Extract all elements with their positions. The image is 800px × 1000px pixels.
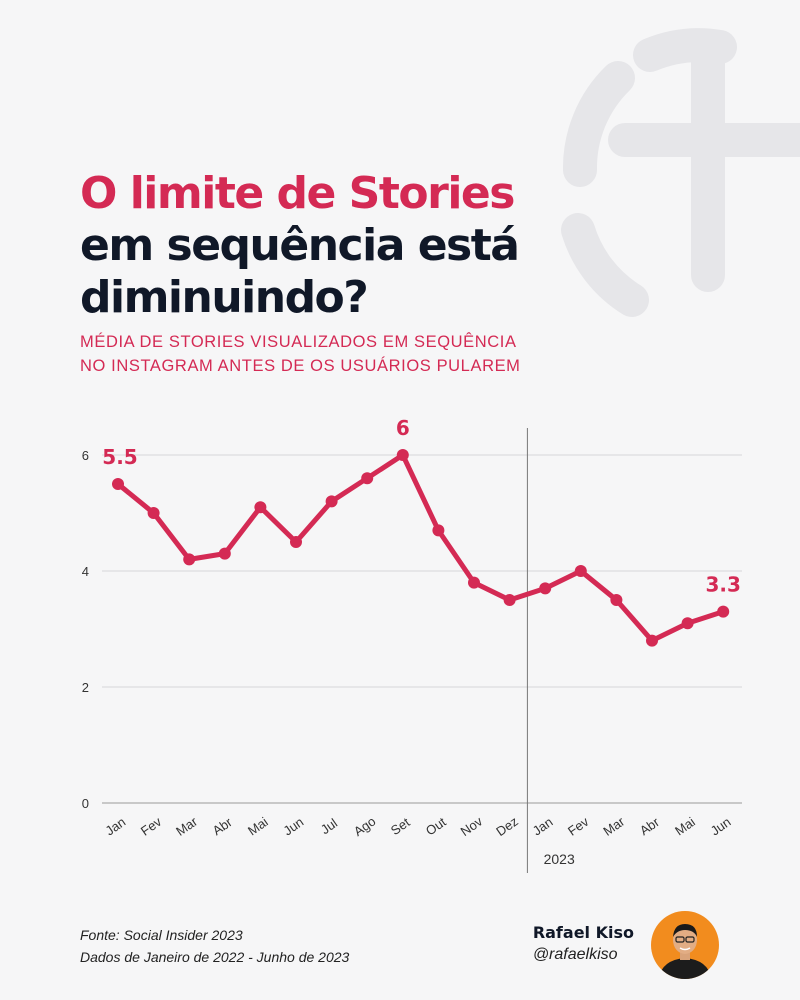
data-label: 5.5 xyxy=(102,445,137,469)
x-tick-label: Dez xyxy=(493,814,521,840)
x-tick-label: Jan xyxy=(103,814,129,838)
series-line xyxy=(115,452,726,644)
data-point xyxy=(147,507,160,519)
x-tick-label: Out xyxy=(423,814,449,839)
data-point xyxy=(574,565,587,577)
data-point xyxy=(361,472,374,485)
x-tick-label: Jun xyxy=(281,814,307,838)
year-label: 2023 xyxy=(544,851,575,867)
data-point xyxy=(183,553,196,566)
data-point xyxy=(112,478,124,490)
x-tick-label: Mai xyxy=(672,814,698,838)
x-tick-label: Nov xyxy=(458,813,486,839)
y-tick-label: 2 xyxy=(82,680,89,695)
page-title: O limite de Stories em sequência está di… xyxy=(80,168,520,324)
x-tick-label: Fev xyxy=(138,814,165,839)
author-handle: @rafaelkiso xyxy=(532,946,618,963)
x-tick-label: Ago xyxy=(351,814,379,840)
data-point xyxy=(432,524,445,537)
title-line-1: O limite de Stories xyxy=(80,168,515,219)
y-tick-label: 4 xyxy=(82,564,89,579)
x-tick-label: Mai xyxy=(245,814,271,838)
data-point xyxy=(503,594,516,606)
author-info: Rafael Kiso @rafaelkiso xyxy=(533,922,634,966)
x-tick-label: Abr xyxy=(637,814,663,838)
x-tick-label: Fev xyxy=(565,814,592,839)
avatar xyxy=(651,911,719,979)
data-point xyxy=(218,547,231,560)
line-chart: 0 2 4 6 2023 Jan Fev Mar Abr Mai Jun Jul Ago Set Out No… xyxy=(82,416,742,873)
data-point xyxy=(539,582,552,595)
x-tick-label: Jul xyxy=(318,815,340,837)
data-point xyxy=(396,449,409,461)
title-line-2: em sequência está xyxy=(80,220,520,271)
data-point xyxy=(646,634,658,647)
x-tick-label: Abr xyxy=(210,814,236,838)
x-tick-label: Jan xyxy=(530,814,556,838)
data-point xyxy=(468,576,480,589)
title-line-3: diminuindo? xyxy=(80,272,369,323)
data-point xyxy=(681,617,694,630)
data-point xyxy=(717,605,730,618)
data-point xyxy=(290,536,302,548)
y-tick-label: 0 xyxy=(82,796,89,811)
y-tick-label: 6 xyxy=(82,448,89,463)
x-tick-label: Jun xyxy=(708,814,734,838)
source-note: Fonte: Social Insider 2023 Dados de Jane… xyxy=(80,924,349,968)
data-label: 3.3 xyxy=(705,573,740,597)
source-line-2: Dados de Janeiro de 2022 - Junho de 2023 xyxy=(80,949,350,965)
data-point xyxy=(610,594,623,606)
x-tick-label: Mar xyxy=(600,813,627,839)
subtitle-line-2: NO INSTAGRAM ANTES DE OS USUÁRIOS PULARE… xyxy=(80,357,521,375)
x-tick-label: Set xyxy=(388,814,413,838)
data-point xyxy=(254,501,267,514)
data-point xyxy=(325,495,338,508)
logo-watermark-icon xyxy=(561,28,800,317)
x-tick-label: Mar xyxy=(173,813,200,839)
source-line-1: Fonte: Social Insider 2023 xyxy=(80,927,243,943)
subtitle-line-1: MÉDIA DE STORIES VISUALIZADOS EM SEQUÊNC… xyxy=(80,333,517,351)
chart-subtitle: MÉDIA DE STORIES VISUALIZADOS EM SEQUÊNC… xyxy=(80,330,521,378)
data-label: 6 xyxy=(396,416,410,440)
author-name: Rafael Kiso xyxy=(532,923,634,942)
